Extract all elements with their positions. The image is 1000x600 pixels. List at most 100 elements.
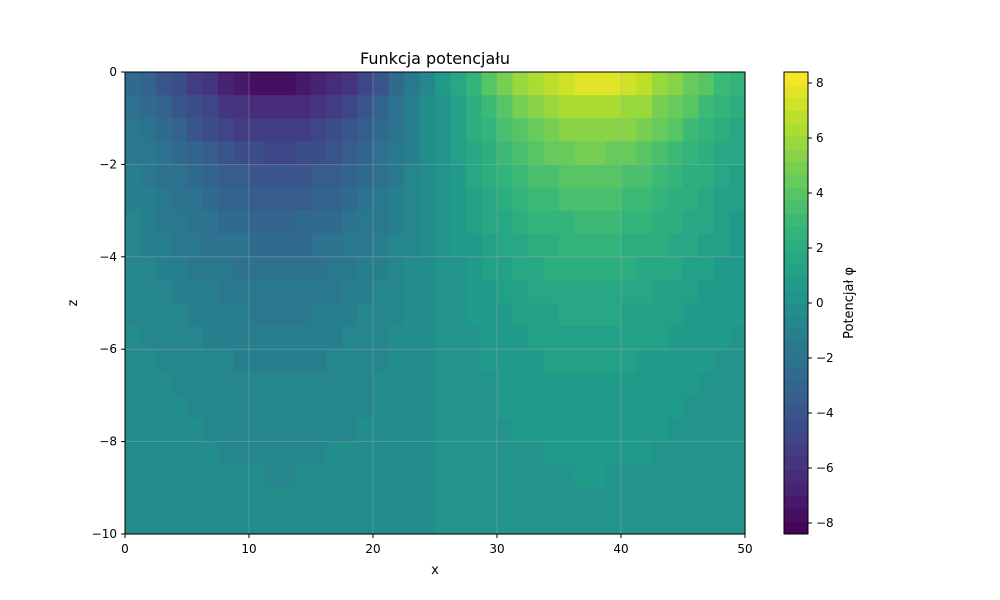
contour-cell — [698, 303, 715, 327]
contour-cell — [357, 487, 374, 512]
contour-cell — [559, 326, 576, 350]
contour-cell — [528, 487, 545, 512]
colorbar-band — [784, 123, 808, 137]
contour-cell — [512, 210, 529, 235]
contour-cell — [497, 210, 514, 235]
contour-cell — [621, 118, 638, 142]
contour-cell — [125, 118, 142, 142]
contour-cell — [187, 233, 204, 258]
contour-cell — [249, 187, 266, 212]
colorbar-band — [784, 213, 808, 227]
contour-cell — [140, 95, 157, 119]
contour-cell — [652, 256, 669, 281]
contour-cell — [605, 72, 622, 96]
contour-cell — [295, 349, 312, 373]
contour-cell — [466, 141, 483, 165]
contour-cell — [388, 418, 405, 443]
contour-cell — [404, 233, 421, 258]
contour-cell — [295, 510, 312, 535]
contour-cell — [528, 233, 545, 258]
contour-cell — [512, 72, 529, 96]
contour-cell — [125, 95, 142, 119]
contour-cell — [264, 72, 281, 96]
contour-cell — [450, 279, 467, 304]
contour-cell — [388, 118, 405, 142]
contour-cell — [202, 279, 219, 304]
contour-cell — [218, 418, 235, 443]
x-tick-label: 20 — [365, 542, 380, 556]
contour-cell — [125, 464, 142, 489]
contour-cell — [171, 303, 188, 327]
contour-cell — [280, 303, 297, 327]
contour-cell — [388, 141, 405, 165]
y-axis: 0 −2 −4 −6 −8 −10 — [92, 65, 125, 541]
contour-cell — [202, 95, 219, 119]
contour-cell — [729, 210, 746, 235]
contour-cell — [373, 95, 390, 119]
contour-cell — [249, 395, 266, 420]
colorbar-band — [784, 97, 808, 111]
contour-cell — [543, 510, 560, 535]
contour-cell — [512, 256, 529, 281]
contour-cell — [249, 141, 266, 165]
contour-cell — [326, 118, 343, 142]
contour-cell — [528, 349, 545, 373]
x-axis: 0 10 20 30 40 50 — [121, 534, 753, 556]
contour-cell — [512, 395, 529, 420]
contour-cell — [249, 326, 266, 350]
contour-cell — [249, 164, 266, 189]
contour-cell — [342, 233, 359, 258]
contour-cell — [729, 256, 746, 281]
contour-cell — [156, 487, 173, 512]
contour-cell — [450, 118, 467, 142]
contour-cell — [218, 349, 235, 373]
contour-cell — [156, 418, 173, 443]
contour-cell — [140, 303, 157, 327]
contour-cell — [621, 395, 638, 420]
contour-cell — [202, 510, 219, 535]
contour-cell — [729, 164, 746, 189]
contour-cell — [342, 510, 359, 535]
contour-cell — [605, 464, 622, 489]
contour-cell — [311, 510, 328, 535]
contour-cell — [342, 395, 359, 420]
contour-cell — [559, 372, 576, 396]
contour-cell — [574, 349, 591, 373]
contour-cell — [667, 326, 684, 350]
contour-cell — [698, 279, 715, 304]
contour-cell — [559, 418, 576, 443]
contour-cell — [311, 141, 328, 165]
contour-cell — [125, 279, 142, 304]
contour-cell — [357, 95, 374, 119]
contour-cell — [125, 418, 142, 443]
contour-cell — [435, 72, 452, 96]
contour-cell — [683, 118, 700, 142]
contour-cell — [652, 395, 669, 420]
contour-cell — [125, 303, 142, 327]
contour-cell — [419, 349, 436, 373]
contour-cell — [311, 326, 328, 350]
contour-cell — [357, 187, 374, 212]
contour-cell — [466, 418, 483, 443]
contour-cell — [218, 141, 235, 165]
contour-cell — [202, 187, 219, 212]
contour-cell — [280, 210, 297, 235]
contour-cell — [233, 256, 250, 281]
contour-cell — [311, 95, 328, 119]
contour-cell — [543, 441, 560, 466]
contour-cell — [559, 72, 576, 96]
contour-cell — [621, 418, 638, 443]
contour-cell — [543, 118, 560, 142]
contour-cell — [326, 487, 343, 512]
colorbar-band — [784, 72, 808, 86]
contour-cell — [450, 210, 467, 235]
contour-cell — [667, 441, 684, 466]
contour-cell — [419, 418, 436, 443]
contour-cell — [140, 326, 157, 350]
contour-cell — [559, 187, 576, 212]
contour-cell — [621, 326, 638, 350]
colorbar-tick-label: 8 — [816, 76, 824, 90]
contour-cell — [171, 187, 188, 212]
colorbar-band — [784, 161, 808, 176]
contour-cell — [729, 233, 746, 258]
